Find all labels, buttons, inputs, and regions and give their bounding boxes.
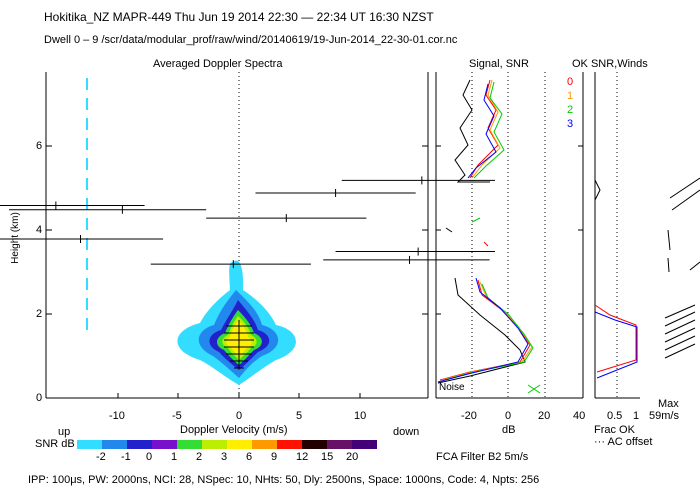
ac-offset-label: ··· AC offset <box>594 436 653 448</box>
signal-lower-blue <box>437 277 529 383</box>
colorbar-swatch-11 <box>352 440 377 449</box>
colorbar-tick-5: 3 <box>221 451 228 463</box>
header-title: Hokitika_NZ MAPR-449 Thu Jun 19 2014 22:… <box>44 10 434 24</box>
signal-line-green <box>473 81 505 179</box>
signal-title: Signal, SNR <box>469 58 529 70</box>
colorbar-swatch-1 <box>102 440 127 449</box>
x-ticks <box>117 393 361 398</box>
colorbar-tick-2: 0 <box>146 451 153 463</box>
dwell-legend-2: 2 <box>567 104 574 116</box>
frac-line-red <box>594 304 637 373</box>
signal-panel <box>435 72 584 399</box>
colorbar-tick-0: -2 <box>96 451 106 463</box>
spectral-peak-bars <box>0 176 495 269</box>
header-dwell-path: Dwell 0 – 9 /scr/data/modular_prof/raw/w… <box>44 34 458 46</box>
colorbar-tick-4: 2 <box>196 451 203 463</box>
signal-lower-black <box>437 277 526 384</box>
down-label: down <box>393 426 420 438</box>
colorbar-swatch-6 <box>227 440 252 449</box>
colorbar-swatch-3 <box>152 440 177 449</box>
y-ticks <box>46 145 583 399</box>
up-label: up <box>58 426 71 438</box>
frac-ok-label: Frac OK <box>594 424 635 436</box>
signal-line-red <box>469 79 499 179</box>
spectra-panel <box>45 72 429 399</box>
dwell-legend-3: 3 <box>567 118 574 130</box>
colorbar <box>77 440 377 449</box>
signal-mid-black <box>445 227 453 233</box>
frac-tick-05: 0.5 <box>607 410 623 422</box>
frac-ok-profiles <box>594 179 638 379</box>
colorbar-swatch-8 <box>277 440 302 449</box>
colorbar-swatch-7 <box>252 440 277 449</box>
colorbar-tick-6: 6 <box>246 451 253 463</box>
x-axis-label: Doppler Velocity (m/s) <box>180 424 288 436</box>
frac-tick-1: 1 <box>633 410 640 422</box>
fca-label: FCA Filter B2 5m/s <box>436 451 529 463</box>
db-tick-0: 0 <box>505 410 512 422</box>
signal-line-black <box>454 79 490 183</box>
colorbar-swatch-5 <box>202 440 227 449</box>
db-tick-40: 40 <box>573 410 586 422</box>
noise-label: Noise <box>439 382 465 393</box>
spectral-echo <box>177 260 296 385</box>
wind-vectors <box>664 177 700 359</box>
colorbar-tick-3: 1 <box>171 451 178 463</box>
signal-line-blue <box>467 83 497 179</box>
signal-line-orange <box>471 79 501 179</box>
x-tick-neg5: -5 <box>172 410 182 422</box>
dwell-legend-1: 1 <box>567 90 574 102</box>
x-tick-neg10: -10 <box>109 410 125 422</box>
colorbar-swatch-4 <box>177 440 202 449</box>
colorbar-tick-9: 15 <box>321 451 334 463</box>
colorbar-label: SNR dB <box>35 438 75 450</box>
colorbar-tick-7: 9 <box>271 451 278 463</box>
db-tick-20: 20 <box>538 410 551 422</box>
colorbar-swatch-9 <box>302 440 327 449</box>
colorbar-swatch-0 <box>77 440 102 449</box>
y-tick-6: 6 <box>36 140 43 152</box>
y-tick-2: 2 <box>36 308 43 320</box>
colorbar-tick-10: 20 <box>346 451 359 463</box>
db-tick-neg20: -20 <box>461 410 477 422</box>
y-tick-0: 0 <box>36 392 43 404</box>
db-label: dB <box>502 424 516 436</box>
signal-mid-green <box>471 217 481 223</box>
colorbar-tick-8: 12 <box>296 451 309 463</box>
spectra-title: Averaged Doppler Spectra <box>153 58 283 70</box>
max-value: 59m/s <box>649 410 679 422</box>
frac-line-blue <box>594 311 638 379</box>
winds-panel <box>594 72 640 399</box>
y-tick-4: 4 <box>36 224 43 236</box>
x-tick-10: 10 <box>354 410 367 422</box>
colorbar-tick-1: -1 <box>121 451 131 463</box>
signal-profiles <box>437 79 541 394</box>
winds-title: OK SNR,Winds <box>572 58 648 70</box>
frac-line-black <box>594 179 601 201</box>
signal-lower-red <box>439 279 531 381</box>
footer-params: IPP: 100μs, PW: 2000ns, NCI: 28, NSpec: … <box>28 474 540 486</box>
x-tick-0: 0 <box>236 410 243 422</box>
signal-mid-red <box>483 241 489 247</box>
colorbar-swatch-2 <box>127 440 152 449</box>
colorbar-swatch-10 <box>327 440 352 449</box>
dwell-legend-0: 0 <box>567 76 574 88</box>
x-tick-5: 5 <box>296 410 303 422</box>
max-label: Max <box>658 398 679 410</box>
